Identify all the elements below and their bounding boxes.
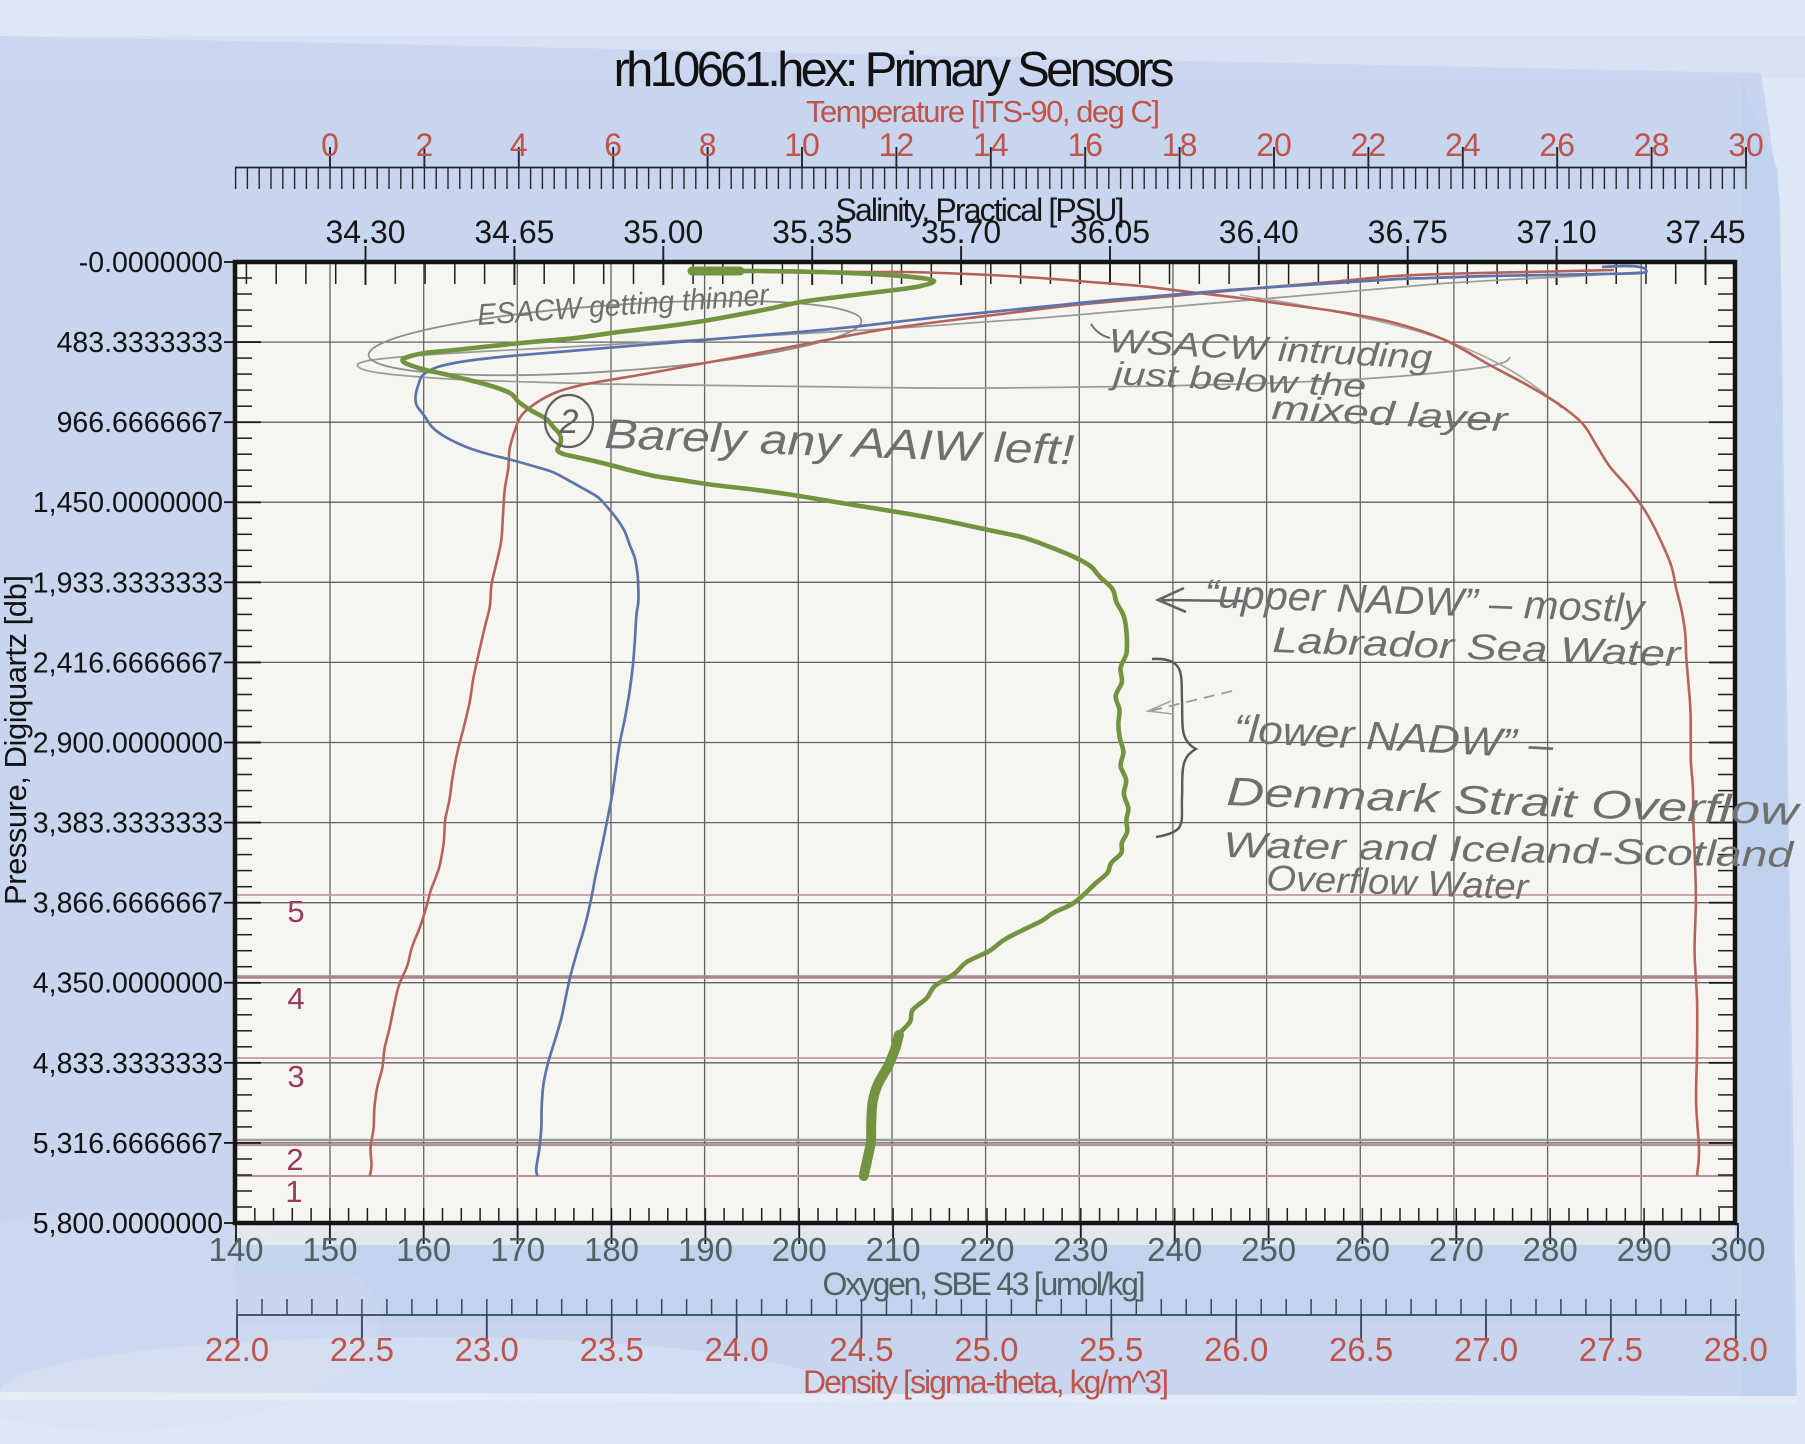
svg-text:230: 230 bbox=[1053, 1231, 1108, 1268]
svg-text:483.3333333: 483.3333333 bbox=[57, 327, 223, 359]
svg-text:260: 260 bbox=[1335, 1231, 1390, 1268]
svg-text:24: 24 bbox=[1445, 127, 1481, 163]
svg-text:966.6666667: 966.6666667 bbox=[57, 407, 223, 439]
svg-text:170: 170 bbox=[490, 1231, 545, 1268]
svg-text:2: 2 bbox=[286, 1142, 303, 1177]
svg-text:3,866.6666667: 3,866.6666667 bbox=[33, 888, 223, 920]
svg-text:12: 12 bbox=[879, 127, 915, 163]
svg-text:4,350.0000000: 4,350.0000000 bbox=[33, 968, 223, 1000]
svg-text:3,383.3333333: 3,383.3333333 bbox=[33, 808, 223, 840]
svg-text:Oxygen, SBE 43 [umol/kg]: Oxygen, SBE 43 [umol/kg] bbox=[823, 1266, 1146, 1302]
svg-text:140: 140 bbox=[208, 1231, 263, 1268]
svg-text:280: 280 bbox=[1523, 1231, 1578, 1268]
svg-text:20: 20 bbox=[1256, 127, 1292, 163]
svg-text:270: 270 bbox=[1429, 1231, 1484, 1268]
svg-text:240: 240 bbox=[1147, 1231, 1202, 1268]
svg-text:Water and Iceland-Scotland: Water and Iceland-Scotland bbox=[1223, 824, 1795, 875]
svg-text:Overflow Water: Overflow Water bbox=[1266, 857, 1531, 907]
svg-text:36.75: 36.75 bbox=[1368, 214, 1448, 250]
svg-text:1,450.0000000: 1,450.0000000 bbox=[33, 487, 223, 519]
svg-text:35.70: 35.70 bbox=[921, 214, 1001, 250]
svg-text:16: 16 bbox=[1067, 127, 1103, 163]
svg-text:28.0: 28.0 bbox=[1704, 1331, 1768, 1368]
svg-text:Pressure, Digiquartz [db]: Pressure, Digiquartz [db] bbox=[0, 575, 33, 905]
svg-text:23.5: 23.5 bbox=[580, 1331, 644, 1368]
svg-text:250: 250 bbox=[1241, 1231, 1296, 1268]
svg-text:4,833.3333333: 4,833.3333333 bbox=[33, 1048, 223, 1080]
svg-text:4: 4 bbox=[287, 981, 304, 1016]
svg-text:2: 2 bbox=[559, 403, 579, 441]
svg-text:1: 1 bbox=[285, 1174, 302, 1209]
svg-text:36.05: 36.05 bbox=[1070, 214, 1150, 250]
svg-text:26.5: 26.5 bbox=[1329, 1331, 1393, 1368]
svg-text:290: 290 bbox=[1617, 1231, 1672, 1268]
svg-text:1,933.3333333: 1,933.3333333 bbox=[33, 567, 223, 599]
svg-text:0: 0 bbox=[321, 127, 339, 163]
svg-text:2,900.0000000: 2,900.0000000 bbox=[33, 728, 223, 760]
svg-text:27.0: 27.0 bbox=[1454, 1331, 1518, 1368]
svg-text:5,316.6666667: 5,316.6666667 bbox=[33, 1128, 223, 1160]
svg-text:35.00: 35.00 bbox=[623, 214, 703, 250]
svg-text:22.0: 22.0 bbox=[205, 1331, 269, 1368]
svg-text:5,800.0000000: 5,800.0000000 bbox=[33, 1208, 223, 1240]
svg-text:22.5: 22.5 bbox=[330, 1331, 394, 1368]
svg-text:-0.0000000: -0.0000000 bbox=[79, 247, 223, 279]
svg-text:8: 8 bbox=[699, 127, 717, 163]
svg-text:34.65: 34.65 bbox=[474, 214, 554, 250]
svg-text:150: 150 bbox=[302, 1231, 357, 1268]
svg-text:36.40: 36.40 bbox=[1219, 214, 1299, 250]
svg-text:Salinity, Practical [PSU]: Salinity, Practical [PSU] bbox=[836, 192, 1125, 228]
svg-text:200: 200 bbox=[772, 1231, 827, 1268]
svg-text:Density [sigma-theta, kg/m^3]: Density [sigma-theta, kg/m^3] bbox=[803, 1364, 1169, 1400]
svg-text:300: 300 bbox=[1710, 1231, 1765, 1268]
svg-text:22: 22 bbox=[1351, 127, 1387, 163]
svg-text:210: 210 bbox=[866, 1231, 921, 1268]
svg-text:4: 4 bbox=[510, 127, 528, 163]
svg-text:10: 10 bbox=[784, 127, 820, 163]
svg-text:34.30: 34.30 bbox=[325, 214, 405, 250]
svg-text:28: 28 bbox=[1634, 127, 1670, 163]
svg-text:26: 26 bbox=[1539, 127, 1575, 163]
svg-text:5: 5 bbox=[287, 894, 304, 929]
svg-text:25.5: 25.5 bbox=[1079, 1331, 1143, 1368]
svg-text:24.5: 24.5 bbox=[829, 1331, 893, 1368]
svg-text:Temperature [ITS-90, deg C]: Temperature [ITS-90, deg C] bbox=[806, 94, 1160, 129]
svg-text:rh10661.hex: Primary Sensors: rh10661.hex: Primary Sensors bbox=[614, 43, 1175, 97]
svg-text:2: 2 bbox=[416, 127, 434, 163]
svg-text:220: 220 bbox=[959, 1231, 1014, 1268]
svg-text:30: 30 bbox=[1728, 127, 1764, 163]
svg-text:3: 3 bbox=[287, 1059, 304, 1094]
svg-text:35.35: 35.35 bbox=[772, 214, 852, 250]
svg-text:26.0: 26.0 bbox=[1204, 1331, 1268, 1368]
svg-text:24.0: 24.0 bbox=[704, 1331, 768, 1368]
svg-text:14: 14 bbox=[973, 127, 1009, 163]
svg-text:23.0: 23.0 bbox=[455, 1331, 519, 1368]
svg-text:190: 190 bbox=[678, 1231, 733, 1268]
svg-text:160: 160 bbox=[396, 1231, 451, 1268]
svg-text:6: 6 bbox=[604, 127, 622, 163]
svg-text:37.10: 37.10 bbox=[1517, 214, 1597, 250]
svg-text:18: 18 bbox=[1162, 127, 1198, 163]
svg-text:25.0: 25.0 bbox=[954, 1331, 1018, 1368]
svg-text:27.5: 27.5 bbox=[1579, 1331, 1643, 1368]
svg-text:180: 180 bbox=[584, 1231, 639, 1268]
svg-text:37.45: 37.45 bbox=[1665, 214, 1745, 250]
svg-text:2,416.6666667: 2,416.6666667 bbox=[33, 647, 223, 679]
